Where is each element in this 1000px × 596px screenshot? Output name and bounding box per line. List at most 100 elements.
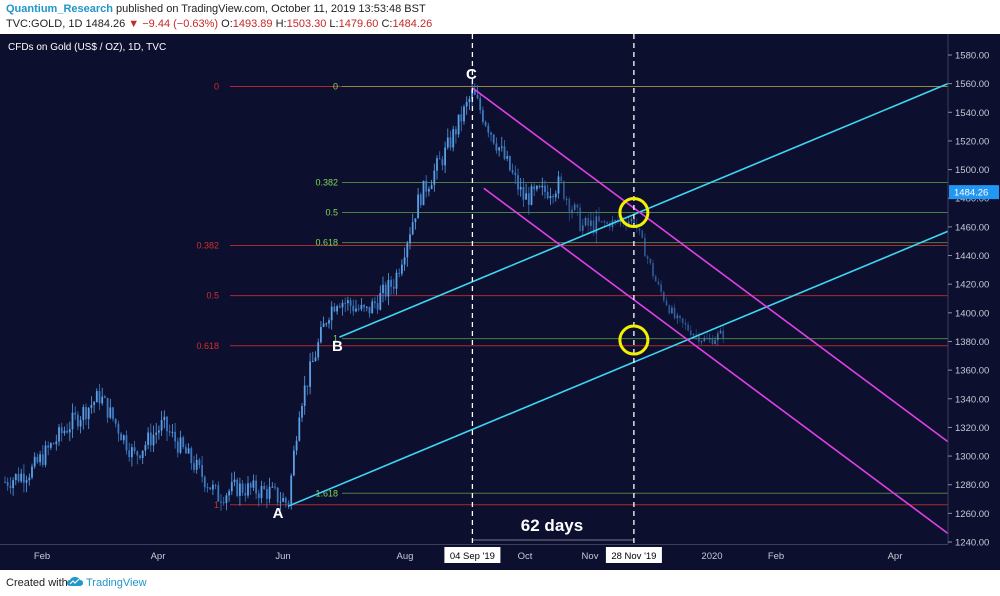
open-value: 1493.89 (232, 18, 273, 30)
channel-upper (471, 87, 949, 443)
fib-green-label: 0.618 (315, 238, 338, 248)
y-tick-label: 1440.00 (955, 251, 989, 262)
candle-body (579, 207, 581, 231)
open-label: O: (221, 18, 233, 30)
low-label: L: (329, 18, 339, 30)
candle-body (93, 402, 95, 405)
candle-body (322, 323, 325, 328)
candle-body (179, 437, 182, 453)
candle-body (309, 361, 311, 387)
candle-body (689, 330, 692, 336)
candle-body (314, 357, 317, 362)
candle-body (47, 445, 50, 448)
chart-area[interactable]: 0 0.382 0.5 0.618 1 0 0.382 0.5 0.618 1 1.618 04 S… (0, 34, 1000, 570)
high-value: 1503.30 (286, 18, 327, 30)
candle-body (414, 218, 417, 223)
chart-canvas[interactable]: 0 0.382 0.5 0.618 1 0 0.382 0.5 0.618 1 1.618 04 S… (0, 34, 1000, 570)
candle-body (468, 98, 471, 102)
candle-body (503, 146, 506, 159)
candle-body (9, 485, 12, 488)
candle-body (20, 473, 23, 482)
publish-info: Quantium_Research published on TradingVi… (6, 3, 426, 15)
candle-body (163, 416, 166, 421)
candle-body (698, 334, 700, 343)
candle-body (357, 308, 360, 310)
candle-body (652, 263, 654, 277)
candle-body (679, 315, 681, 319)
candle-body (104, 396, 106, 398)
candle-body (476, 94, 479, 99)
candle-body (714, 340, 716, 345)
candle-body (363, 304, 365, 308)
candle-body (614, 220, 617, 222)
candle-body (573, 204, 576, 210)
candle-body (128, 450, 131, 458)
y-tick-label: 1340.00 (955, 394, 989, 405)
candle-body (355, 308, 357, 312)
tradingview-brand-link[interactable]: TradingView (86, 577, 147, 589)
candle-body (660, 284, 662, 292)
candle-body (125, 435, 128, 451)
candle-body (517, 175, 519, 190)
candle-body (446, 137, 449, 148)
candle-body (222, 502, 225, 504)
candle-body (198, 459, 201, 466)
x-tick-label: 2020 (701, 551, 722, 562)
candle-body (482, 110, 484, 122)
candle-body (398, 272, 401, 274)
fib-red-label: 0.5 (206, 291, 219, 301)
candle-body (212, 484, 214, 490)
price-axis (948, 34, 1000, 570)
candle-body (36, 456, 39, 463)
point-label: A (273, 505, 284, 522)
candle-body (228, 491, 230, 496)
candle-body (722, 330, 725, 339)
candle-body (144, 444, 147, 451)
candle-body (241, 483, 244, 493)
candle-body (465, 101, 468, 107)
candle-body (606, 222, 608, 224)
candle-body (433, 170, 436, 185)
candle-body (263, 485, 266, 490)
candle-body (646, 256, 649, 259)
candle-body (549, 195, 552, 199)
candle-body (341, 302, 344, 308)
candle-body (260, 485, 263, 499)
close-value: 1484.26 (392, 18, 433, 30)
candle-body (716, 333, 719, 341)
candle-body (14, 474, 17, 481)
author-link[interactable]: Quantium_Research (6, 3, 113, 15)
candle-body (284, 498, 287, 503)
candle-body (417, 194, 419, 219)
candle-body (60, 427, 63, 434)
candle-body (654, 276, 657, 282)
fib-green-label: 1.618 (315, 488, 338, 498)
candle-body (136, 451, 139, 456)
x-tick-label: Oct (518, 551, 533, 562)
candle-body (320, 327, 322, 343)
candle-body (492, 134, 495, 144)
candle-body (360, 304, 363, 310)
candle-body (68, 429, 71, 433)
y-tick-label: 1380.00 (955, 337, 989, 348)
candle-body (147, 432, 149, 445)
candle-body (403, 257, 406, 265)
candle-body (387, 279, 390, 297)
candle-body (230, 482, 233, 492)
candle-body (527, 193, 530, 205)
candle-body (306, 385, 309, 387)
candle-body (293, 450, 295, 476)
intersection-circle (618, 324, 650, 356)
candle-body (4, 481, 6, 483)
candle-body (249, 483, 252, 488)
candle-body (455, 129, 457, 135)
candle-body (662, 291, 665, 301)
candle-body (298, 417, 301, 441)
candle-body (201, 465, 203, 477)
candle-body (695, 334, 698, 336)
candle-body (347, 300, 349, 304)
candle-body (352, 305, 355, 312)
candle-body (12, 480, 14, 488)
candle-body (514, 172, 517, 176)
candle-body (563, 181, 565, 200)
